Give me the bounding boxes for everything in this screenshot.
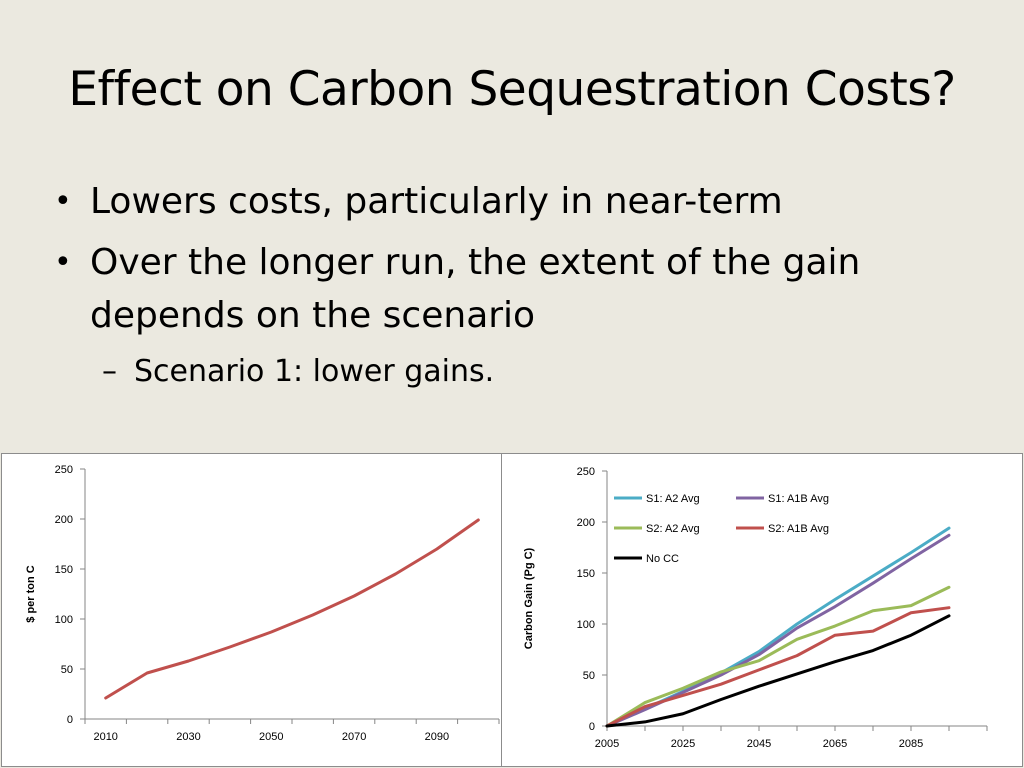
gain-chart-series-line-4: [605, 606, 951, 728]
gain-chart-x-tick-label: 2065: [823, 738, 847, 750]
carbon-gain-chart-panel: 0 50 100 150 200 250 2005 2025 2045 2065 2085 Carbo…: [501, 453, 1023, 767]
sub-bullet-item: – Scenario 1: lower gains.: [102, 350, 1002, 394]
cost-chart-y-tick-label: 0: [67, 714, 73, 726]
bullet-list: • Lowers costs, particularly in near-ter…: [52, 175, 1002, 394]
gain-chart-y-tick-label: 50: [583, 670, 595, 682]
gain-chart-legend-label: S1: A2 Avg: [646, 493, 700, 505]
gain-chart-legend-label: S1: A1B Avg: [768, 493, 829, 505]
bullet-dot-icon: •: [54, 245, 72, 280]
bullet-dot-icon: •: [54, 184, 72, 219]
cost-chart-x-tick-label: 2090: [425, 731, 449, 743]
gain-chart-y-tick-label: 200: [577, 517, 595, 529]
gain-chart-legend-label: No CC: [646, 553, 679, 565]
cost-chart-y-tick-label: 150: [55, 564, 73, 576]
gain-chart-x-tick-label: 2005: [595, 738, 619, 750]
bullet-item: • Lowers costs, particularly in near-ter…: [52, 175, 1002, 228]
cost-chart-x-tick-label: 2070: [342, 731, 366, 743]
cost-chart-panel: 0 50 100 150 200 250 2010 2030 2050 2070 2090 $ per…: [1, 453, 503, 767]
gain-chart-y-tick-label: 250: [577, 466, 595, 478]
bullet-text: Over the longer run, the extent of the g…: [90, 242, 861, 336]
sub-bullet-dash-icon: –: [102, 354, 117, 389]
cost-chart-y-axis-label: $ per ton C: [25, 565, 37, 623]
cost-chart-y-tick-label: 250: [55, 464, 73, 476]
gain-chart-legend-label: S2: A1B Avg: [768, 523, 829, 535]
cost-chart-x-tick-label: 2050: [259, 731, 283, 743]
cost-chart-x-tick-label: 2010: [93, 731, 117, 743]
cost-chart-y-tick-label: 100: [55, 614, 73, 626]
gain-chart-series-line-5: [605, 614, 951, 728]
gain-chart-x-tick-label: 2085: [899, 738, 923, 750]
cost-chart-y-tick-label: 50: [61, 664, 73, 676]
slide-title: Effect on Carbon Sequestration Costs?: [68, 62, 956, 117]
gain-chart-y-tick-label: 100: [577, 619, 595, 631]
gain-chart-series-line-3: [605, 585, 951, 728]
gain-chart-y-tick-label: 150: [577, 568, 595, 580]
gain-chart-x-tick-label: 2025: [671, 738, 695, 750]
cost-chart-x-tick-label: 2030: [176, 731, 200, 743]
cost-chart-series-line-1: [104, 518, 480, 700]
gain-chart-x-tick-label: 2045: [747, 738, 771, 750]
sub-bullet-text: Scenario 1: lower gains.: [134, 354, 495, 389]
bullet-text: Lowers costs, particularly in near-term: [90, 181, 783, 222]
cost-chart-y-tick-label: 200: [55, 514, 73, 526]
carbon-gain-chart: 0 50 100 150 200 250 2005 2025 2045 2065 2085 Carbo…: [523, 466, 988, 750]
bullet-item: • Over the longer run, the extent of the…: [52, 236, 940, 342]
cost-chart: 0 50 100 150 200 250 2010 2030 2050 2070 2090 $ per…: [25, 464, 500, 743]
gain-chart-y-tick-label: 0: [589, 721, 595, 733]
gain-chart-y-axis-label: Carbon Gain (Pg C): [523, 547, 535, 649]
gain-chart-legend-label: S2: A2 Avg: [646, 523, 700, 535]
